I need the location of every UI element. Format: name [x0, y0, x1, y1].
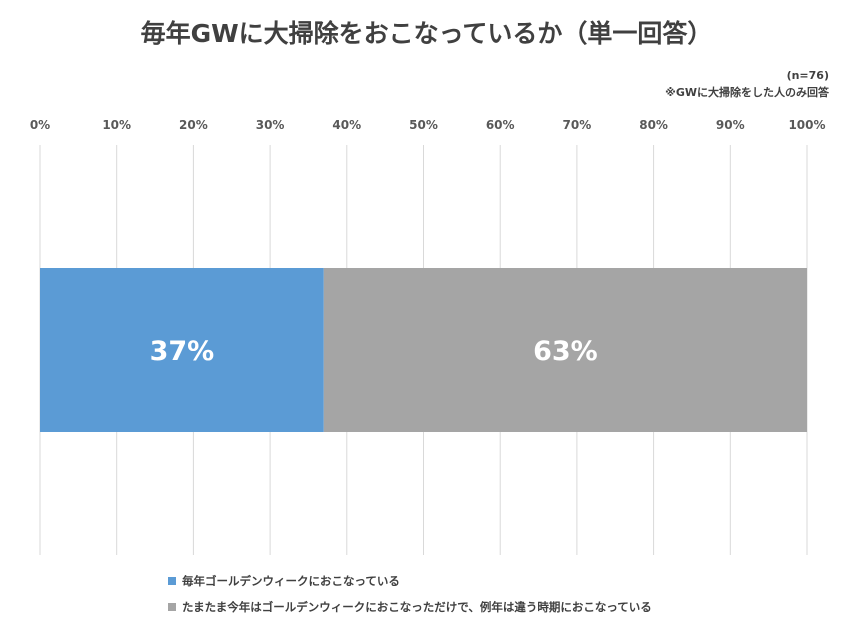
- data-label-2: 63%: [533, 336, 598, 367]
- tick-label-60: 60%: [486, 118, 515, 132]
- sample-size-note: (n=76): [786, 69, 829, 82]
- x-axis-tick-labels: 0% 10% 20% 30% 40% 50% 60% 70% 80% 90% 100%: [30, 118, 826, 132]
- bar-segment-1: [40, 268, 324, 432]
- bar-segments: [40, 268, 807, 432]
- legend-label: 毎年ゴールデンウィークにおこなっている: [182, 574, 400, 588]
- tick-label-80: 80%: [639, 118, 668, 132]
- tick-label-20: 20%: [179, 118, 208, 132]
- tick-label-50: 50%: [409, 118, 438, 132]
- legend-item-this-year-only: たまたま今年はゴールデンウィークにおこなっただけで、例年は違う時期におこなってい…: [168, 599, 652, 615]
- tick-label-90: 90%: [716, 118, 745, 132]
- bar-segment-2: [323, 268, 807, 432]
- tick-label-40: 40%: [332, 118, 361, 132]
- chart-title: 毎年GWに大掃除をおこなっているか（単一回答）: [140, 19, 713, 48]
- tick-label-10: 10%: [102, 118, 131, 132]
- legend-swatch-blue: [168, 577, 176, 585]
- respondent-note: ※GWに大掃除をした人のみ回答: [665, 86, 829, 99]
- tick-label-0: 0%: [30, 118, 50, 132]
- tick-label-70: 70%: [563, 118, 592, 132]
- data-label-1: 37%: [150, 336, 215, 367]
- legend-item-every-year: 毎年ゴールデンウィークにおこなっている: [168, 573, 400, 589]
- legend-swatch-gray: [168, 603, 176, 611]
- legend-label: たまたま今年はゴールデンウィークにおこなっただけで、例年は違う時期におこなってい…: [182, 600, 652, 614]
- tick-label-100: 100%: [788, 118, 825, 132]
- tick-label-30: 30%: [256, 118, 285, 132]
- data-labels: 37% 63%: [150, 336, 598, 367]
